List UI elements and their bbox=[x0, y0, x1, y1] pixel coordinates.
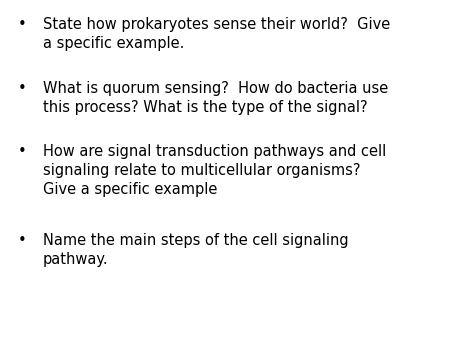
Text: •: • bbox=[18, 81, 27, 96]
Text: Name the main steps of the cell signaling
pathway.: Name the main steps of the cell signalin… bbox=[43, 233, 348, 267]
Text: •: • bbox=[18, 144, 27, 159]
Text: How are signal transduction pathways and cell
signaling relate to multicellular : How are signal transduction pathways and… bbox=[43, 144, 386, 197]
Text: •: • bbox=[18, 233, 27, 248]
Text: •: • bbox=[18, 17, 27, 32]
Text: State how prokaryotes sense their world?  Give
a specific example.: State how prokaryotes sense their world?… bbox=[43, 17, 390, 51]
Text: What is quorum sensing?  How do bacteria use
this process? What is the type of t: What is quorum sensing? How do bacteria … bbox=[43, 81, 388, 115]
